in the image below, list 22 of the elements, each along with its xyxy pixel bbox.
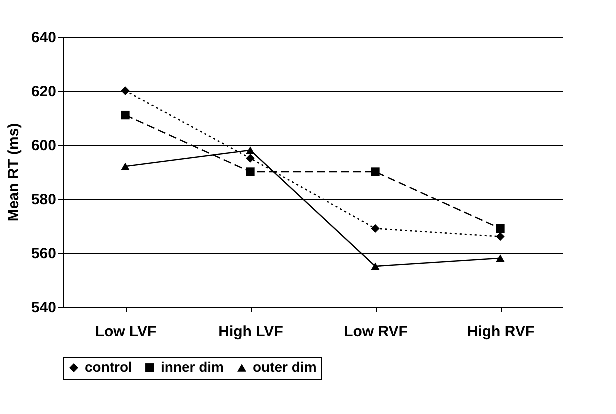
y-tick-label: 580 [31, 192, 56, 208]
y-tick-label: 560 [31, 246, 56, 262]
point [371, 224, 380, 234]
point [121, 162, 130, 170]
y-axis-title: Mean RT (ms) [5, 123, 22, 222]
x-tick-label: Low RVF [344, 324, 408, 340]
x-tick-label: High LVF [218, 324, 284, 340]
x-tick-label: Low LVF [95, 324, 157, 340]
point [371, 262, 380, 270]
point [496, 232, 505, 242]
y-tick-label: 600 [31, 138, 56, 154]
point [121, 110, 130, 120]
legend-label: outer dim [253, 359, 317, 375]
point [371, 168, 380, 176]
y-tick-label: 640 [31, 30, 56, 46]
y-tick-label: 540 [31, 300, 56, 316]
x-tick-label: High RVF [467, 324, 535, 340]
y-tick-label: 620 [31, 84, 56, 100]
legend-label: inner dim [161, 359, 224, 375]
point [246, 168, 255, 176]
legend-label: control [85, 359, 132, 375]
point [496, 224, 505, 234]
